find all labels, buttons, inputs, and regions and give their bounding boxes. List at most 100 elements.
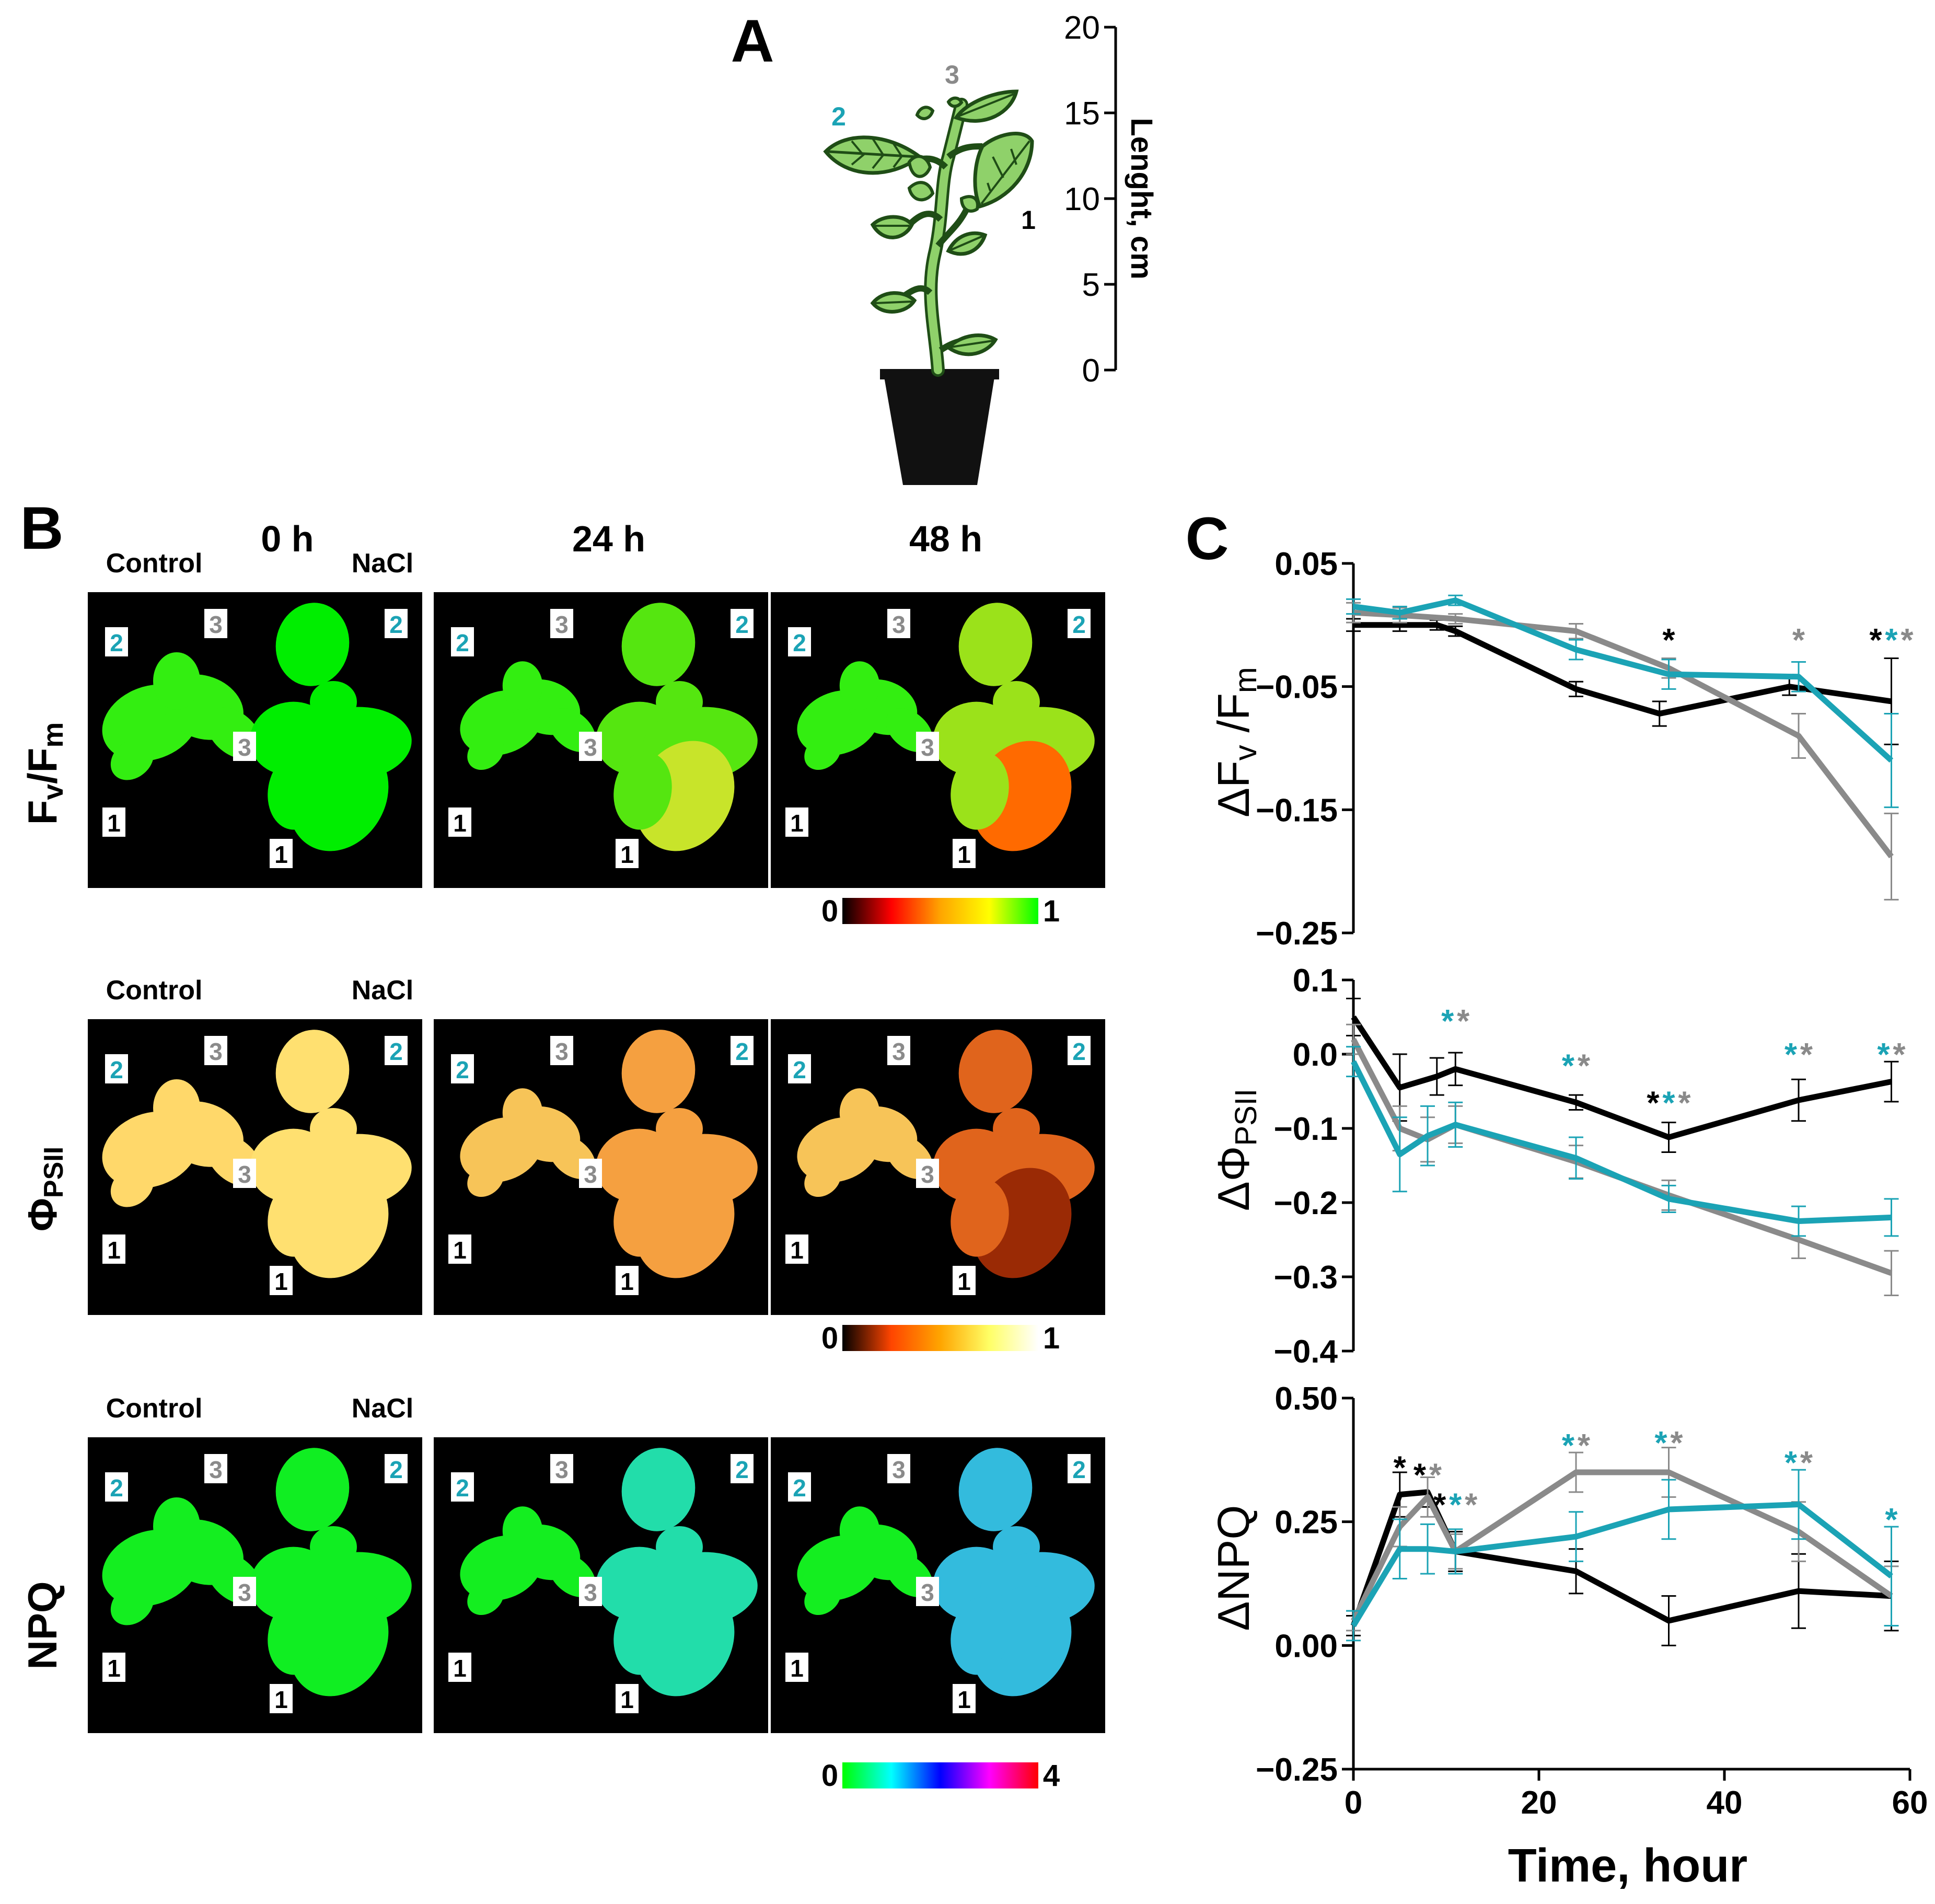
plant-leaf-1: [945, 333, 998, 356]
plant-leaf-2: [823, 135, 923, 175]
leaf-number-2-box: [731, 1454, 754, 1483]
leaf-number-1-box: [785, 807, 808, 837]
significance-asterisk: *: [1678, 1085, 1691, 1121]
leaf-number-1-box: [102, 1234, 125, 1264]
leaf-number-1: 1: [107, 1237, 121, 1264]
nacl-plant-leaf: [275, 1030, 350, 1113]
plant-label-leaf-3: 3: [945, 60, 959, 89]
chart-1-series-leaf-2: [1346, 594, 1899, 809]
leaf-number-2-box: [385, 1454, 408, 1483]
leaf-number-1: 1: [620, 1686, 634, 1713]
chart-3-x-tick-label: 0: [1345, 1785, 1362, 1821]
significance-asterisk: *: [1449, 1487, 1462, 1524]
image-tile-row1-col1: 2 2 3 3 1 1: [88, 592, 422, 888]
leaf-number-1: 1: [620, 1268, 634, 1295]
leaf-number-2: 2: [110, 1056, 123, 1083]
leaf-number-2-box: [105, 1054, 128, 1083]
colorbar-row2-max: 1: [1043, 1321, 1060, 1355]
significance-asterisk: *: [1413, 1458, 1427, 1494]
panel-b: B 0 h 24 h 48 h Fv/Fm ΦPSII NPQ Control N…: [19, 495, 1105, 1793]
image-tile-row2-col2: 2 2 3 3 1 1: [434, 1019, 768, 1315]
leaf-number-2: 2: [735, 611, 749, 638]
chart-2-y-tick-label: 0.1: [1293, 963, 1338, 999]
significance-asterisk: *: [1670, 1425, 1683, 1461]
nacl-plant-leaf: [951, 1179, 1009, 1257]
leaf-number-3-box: [579, 732, 602, 761]
chart-1-series-leaf-3: [1346, 602, 1899, 901]
chart-1-y-tick-label: −0.05: [1256, 670, 1338, 706]
leaf-number-3: 3: [584, 1161, 597, 1188]
plant-pot: [883, 371, 995, 485]
chart-3-y-tick-label: 0.00: [1274, 1628, 1338, 1664]
chart-3-line-leaf-3: [1351, 1469, 1893, 1622]
leaf-number-2-box: [731, 1036, 754, 1065]
leaf-number-3: 3: [209, 1038, 223, 1065]
control-plant-leaf: [153, 1497, 200, 1555]
leaf-number-2: 2: [793, 1474, 806, 1502]
control-plant-leaf: [110, 738, 154, 780]
leaf-number-1-box: [785, 1653, 808, 1682]
chart-3-xlabel: Time, hour: [1508, 1840, 1747, 1892]
image-tile-row1-col2: 2 2 3 3 1 1: [434, 592, 768, 888]
chart-1-ylabel-prefix: Δ: [1209, 788, 1259, 817]
colorbar-row3-min: 0: [821, 1759, 838, 1793]
leaf-number-1-box: [102, 807, 125, 837]
control-plant-leaf: [110, 1166, 154, 1207]
control-plant-leaf: [467, 734, 504, 770]
leaf-number-2-box: [105, 627, 128, 656]
leaf-number-2: 2: [456, 1474, 469, 1502]
leaf-number-3: 3: [555, 611, 569, 638]
chart-2-y-tick-label: −0.1: [1274, 1111, 1338, 1147]
nacl-plant-leaf: [613, 752, 672, 830]
chart-2-ylabel-main: Φ: [1209, 1146, 1259, 1182]
leaf-number-2-box: [385, 1036, 408, 1065]
significance-asterisk: *: [1457, 1003, 1470, 1040]
chart-3-series-leaf-2: [1346, 1469, 1899, 1642]
chart-2-ylabel: ΔΦPSII: [1209, 1089, 1263, 1211]
chart-2-ylabel-prefix: Δ: [1209, 1181, 1259, 1211]
leaf-number-2: 2: [1072, 1456, 1086, 1483]
chart-3-line-leaf-2: [1351, 1502, 1893, 1628]
leaf-number-3: 3: [921, 1579, 934, 1606]
significance-asterisk: *: [1885, 1502, 1898, 1538]
leaf-number-1: 1: [453, 1237, 467, 1264]
significance-asterisk: *: [1562, 1428, 1575, 1464]
leaf-number-1: 1: [453, 1655, 467, 1682]
colorbars: 0 1 0 1 0 4: [821, 894, 1060, 1793]
leaf-number-3-box: [916, 732, 939, 761]
leaf-number-2: 2: [389, 1038, 403, 1065]
plant-leaf-small-mid: [907, 155, 979, 213]
control-plant-leaf: [839, 1088, 880, 1137]
chart-2-series-leaf-1: [1346, 998, 1899, 1153]
leaf-number-1-box: [270, 1684, 293, 1713]
nacl-plant-leaf: [621, 1448, 696, 1531]
panel-c: C ΔFv /Fm ΔΦPSII ΔNPQ Time, hour 0.05−0.…: [1185, 505, 1928, 1892]
leaf-number-2: 2: [110, 629, 123, 656]
leaf-number-2: 2: [1072, 611, 1086, 638]
leaf-number-1-box: [448, 1653, 471, 1682]
significance-asterisk: *: [1785, 1445, 1798, 1481]
leaf-number-2: 2: [793, 1056, 806, 1083]
length-axis-tick-label: 20: [1064, 10, 1100, 46]
leaf-number-3-box: [887, 1454, 910, 1483]
leaf-number-1-box: [448, 807, 471, 837]
row-label-phipsii-main: Φ: [19, 1198, 65, 1231]
plant-label-leaf-2: 2: [831, 102, 846, 131]
control-label: Control: [106, 975, 203, 1006]
chart-2: 0.10.0−0.1−0.2−0.3−0.4* ** ** * ** * * *: [1274, 963, 1906, 1370]
colorbar-row3-max: 4: [1043, 1759, 1060, 1793]
leaf-number-3-box: [550, 609, 573, 638]
chart-2-y-tick-label: 0.0: [1293, 1037, 1338, 1073]
significance-asterisk: *: [1662, 622, 1675, 659]
leaf-number-3-box: [916, 1577, 939, 1606]
leaf-number-3-box: [550, 1036, 573, 1065]
plant-leaf-right: [973, 132, 1034, 209]
leaf-number-1: 1: [274, 1268, 288, 1295]
colorbar-row1: [842, 898, 1038, 924]
leaf-number-1: 1: [274, 841, 288, 868]
leaf-number-3-box: [887, 1036, 910, 1065]
image-grid: Control NaCl 2 2 3 3 1 1 2 2 3 3 1 1 2 2 3 3 1 1 Control NaCl…: [88, 548, 1105, 1733]
leaf-number-1-box: [616, 839, 639, 868]
nacl-plant-leaf: [621, 1030, 696, 1113]
leaf-number-3: 3: [921, 734, 934, 761]
